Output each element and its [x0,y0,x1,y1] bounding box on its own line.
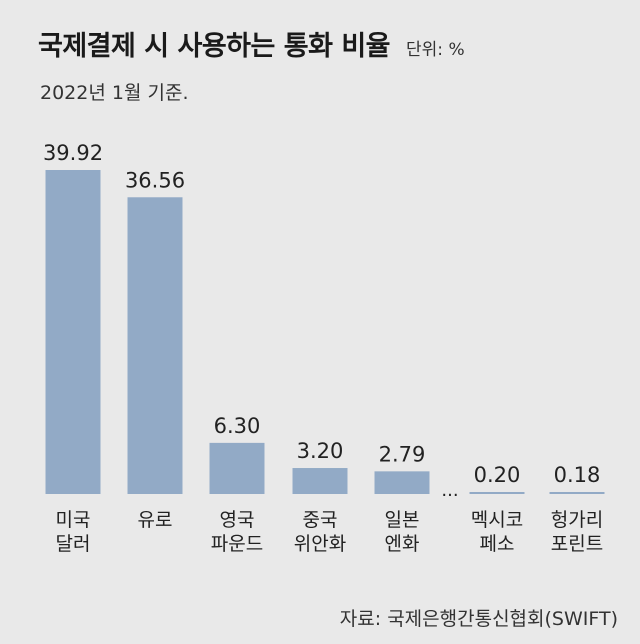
bar-0 [45,170,101,494]
category-label-3-1: 위안화 [294,533,346,555]
category-label-2-1: 파운드 [211,533,263,555]
category-label-4-1: 엔화 [385,533,420,555]
category-label-5-1: 페소 [480,533,515,555]
category-label-0-0: 미국 [56,509,91,531]
chart-title: 국제결제 시 사용하는 통화 비율 [38,31,391,62]
value-label-6: 0.18 [554,463,601,487]
value-label-5: 0.20 [474,463,521,487]
bar-6 [549,492,605,494]
category-label-5-0: 멕시코 [471,509,523,531]
bar-1 [127,197,183,494]
category-label-3-0: 중국 [303,509,338,531]
source-note: 자료: 국제은행간통신협회(SWIFT) [339,608,618,630]
value-label-2: 6.30 [214,414,261,438]
title-row: 국제결제 시 사용하는 통화 비율 단위: % [38,24,465,63]
category-label-1-0: 유로 [138,509,173,531]
chart-subtitle: 2022년 1월 기준. [40,82,189,104]
bar-2 [209,442,265,494]
bar-3 [292,468,348,494]
value-label-1: 36.56 [125,168,185,192]
unit-label: 단위: % [406,40,465,60]
category-label-4-0: 일본 [385,509,420,531]
value-label-3: 3.20 [297,439,344,463]
value-label-4: 2.79 [379,442,426,466]
value-label-0: 39.92 [43,141,103,165]
category-label-6-1: 포린트 [551,533,603,555]
gap-marker: ... [441,480,458,501]
category-label-0-1: 달러 [56,533,91,555]
bar-4 [374,471,430,494]
category-label-2-0: 영국 [220,509,255,531]
category-label-6-0: 헝가리 [551,509,603,531]
bar-5 [469,492,525,494]
